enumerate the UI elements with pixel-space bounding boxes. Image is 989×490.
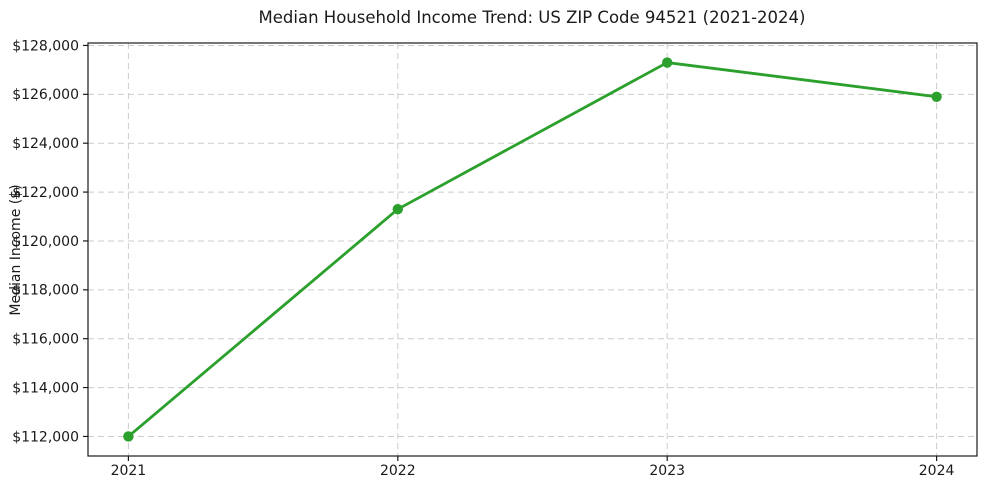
y-tick-label: $120,000 [12, 234, 79, 250]
y-axis-label: Median Income ($) [8, 184, 24, 315]
y-tick-label: $118,000 [12, 283, 79, 299]
y-tick-label: $128,000 [12, 38, 79, 54]
series-line [127, 61, 938, 438]
y-tick-label: $126,000 [12, 87, 79, 103]
data-point [392, 203, 404, 215]
y-tick-label: $112,000 [12, 429, 79, 445]
data-point [661, 57, 673, 68]
y-tick-label: $122,000 [12, 185, 79, 201]
axis-layer: $112,000 $114,000 $116,000 $118,000 $120,000… [12, 38, 978, 479]
x-tick-label: 2024 [919, 463, 955, 479]
grid-layer [88, 43, 977, 456]
chart-title: Median Household Income Trend: US ZIP Co… [259, 8, 806, 27]
data-series-layer [123, 57, 942, 442]
y-tick-label: $124,000 [12, 136, 79, 152]
x-tick-label: 2022 [380, 463, 416, 479]
plot-border [87, 42, 978, 457]
x-tick-label: 2023 [649, 463, 685, 479]
data-point [123, 431, 134, 442]
x-tick-label: 2021 [111, 463, 147, 479]
y-tick-label: $114,000 [12, 380, 79, 396]
data-point [931, 91, 942, 102]
y-tick-label: $116,000 [12, 332, 79, 348]
